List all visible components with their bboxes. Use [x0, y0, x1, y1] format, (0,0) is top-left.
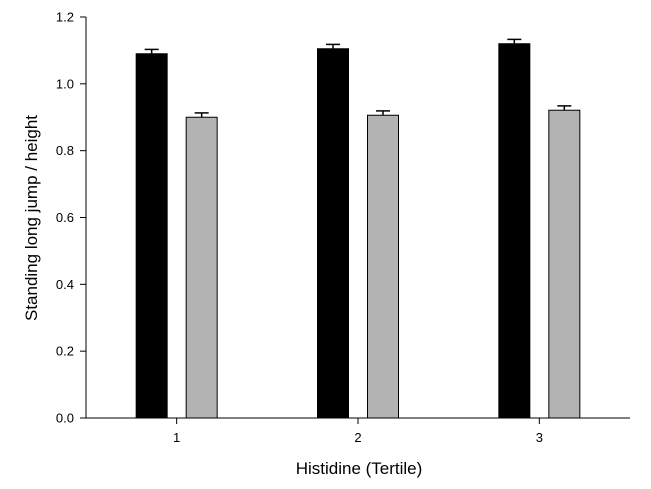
- y-tick-label: 1.2: [56, 10, 74, 25]
- bar: [185, 116, 218, 419]
- x-axis-title: Histidine (Tertile): [296, 459, 423, 478]
- bar: [317, 48, 349, 419]
- y-tick-label: 0.8: [56, 143, 74, 158]
- bars: [135, 38, 581, 419]
- x-tick-label: 3: [536, 430, 543, 445]
- y-tick-label: 0.6: [56, 210, 74, 225]
- y-tick-label: 0.0: [56, 411, 74, 426]
- x-tick-label: 2: [354, 430, 361, 445]
- bar: [367, 114, 399, 419]
- y-tick-label: 0.2: [56, 344, 74, 359]
- y-tick-label: 1.0: [56, 76, 74, 91]
- bar: [548, 109, 581, 419]
- bar: [135, 53, 168, 419]
- x-axis: 1 2 3: [86, 417, 630, 445]
- x-tick-label: 1: [173, 430, 180, 445]
- y-axis: 0.0 0.2 0.4 0.6 0.8 1.0 1.2: [56, 10, 87, 426]
- bar: [498, 43, 531, 419]
- y-tick-label: 0.4: [56, 277, 74, 292]
- y-axis-title: Standing long jump / height: [22, 115, 41, 321]
